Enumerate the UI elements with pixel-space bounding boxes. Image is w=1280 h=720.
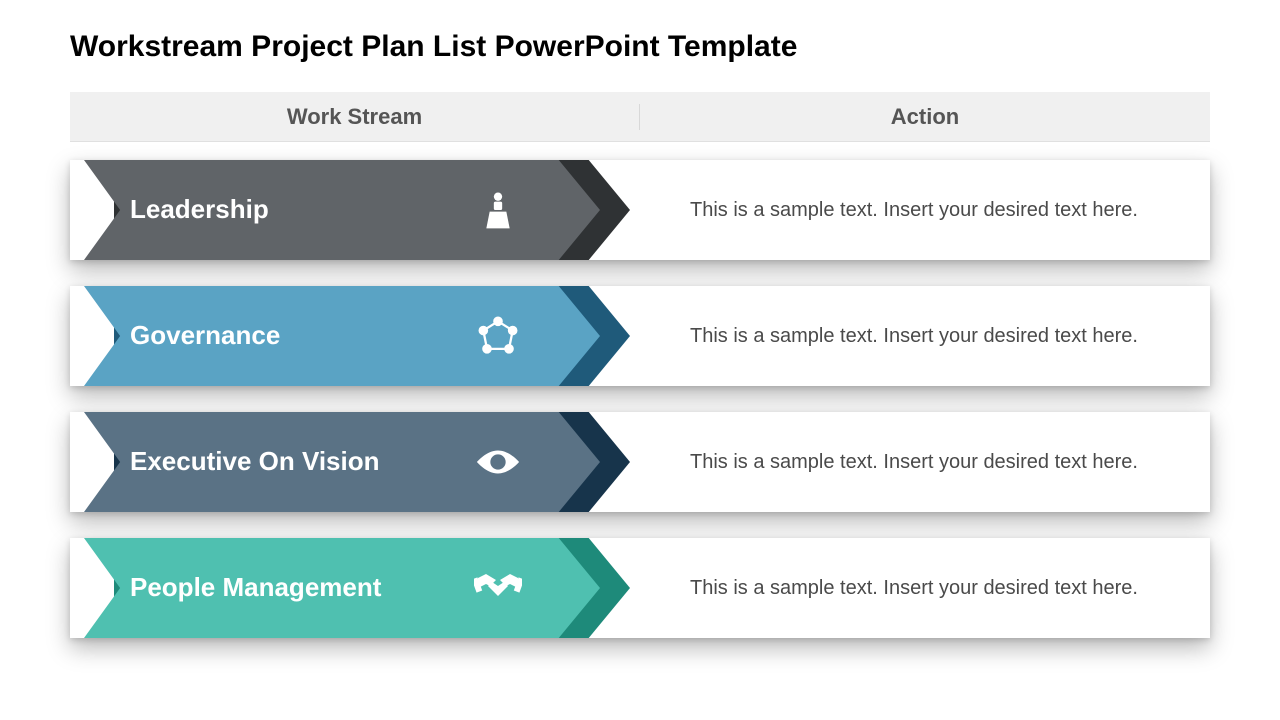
workstream-row: Leadership This is a sample text. Insert … (70, 160, 1210, 260)
action-cell: This is a sample text. Insert your desir… (630, 160, 1210, 260)
arrow-main: Governance (84, 286, 600, 386)
workstream-label: Leadership (130, 195, 269, 225)
table-header: Work Stream Action (70, 92, 1210, 142)
workstream-label: Executive On Vision (130, 447, 380, 477)
workstream-label: Governance (130, 321, 280, 351)
workstream-row: Governance This is a sample text. Insert … (70, 286, 1210, 386)
action-text: This is a sample text. Insert your desir… (690, 575, 1138, 602)
eye-icon (474, 438, 522, 486)
action-text: This is a sample text. Insert your desir… (690, 197, 1138, 224)
arrow-wrap: Executive On Vision (70, 412, 630, 512)
workstream-row: Executive On Vision This is a sample text… (70, 412, 1210, 512)
arrow-main: Leadership (84, 160, 600, 260)
arrow-main: Executive On Vision (84, 412, 600, 512)
arrow-main: People Management (84, 538, 600, 638)
network-icon (474, 312, 522, 360)
arrow-wrap: Governance (70, 286, 630, 386)
arrow-wrap: Leadership (70, 160, 630, 260)
action-cell: This is a sample text. Insert your desir… (630, 412, 1210, 512)
page-title: Workstream Project Plan List PowerPoint … (70, 30, 1210, 64)
action-cell: This is a sample text. Insert your desir… (630, 538, 1210, 638)
action-text: This is a sample text. Insert your desir… (690, 449, 1138, 476)
arrow-wrap: People Management (70, 538, 630, 638)
rows-container: Leadership This is a sample text. Insert … (70, 160, 1210, 638)
workstream-row: People Management This is a sample text. … (70, 538, 1210, 638)
podium-icon (474, 186, 522, 234)
action-text: This is a sample text. Insert your desir… (690, 323, 1138, 350)
workstream-label: People Management (130, 573, 381, 603)
handshake-icon (474, 564, 522, 612)
header-action: Action (640, 104, 1210, 130)
header-workstream: Work Stream (70, 104, 640, 130)
action-cell: This is a sample text. Insert your desir… (630, 286, 1210, 386)
